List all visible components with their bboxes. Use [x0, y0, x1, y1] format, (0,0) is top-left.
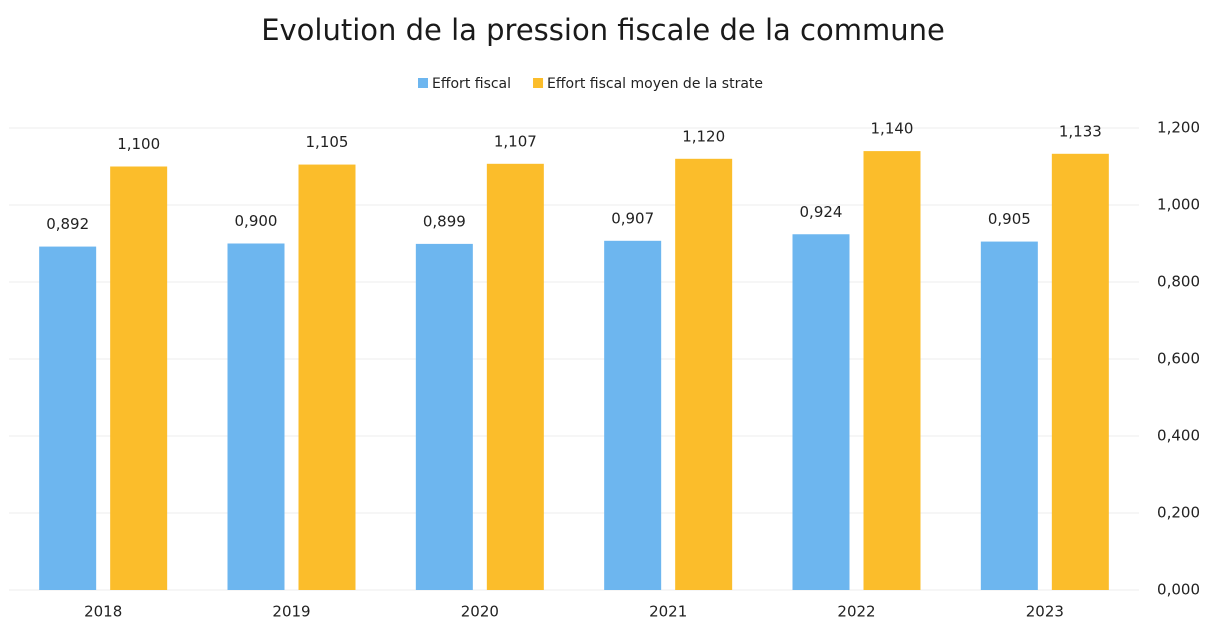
bar: [604, 240, 662, 590]
bar: [980, 241, 1038, 590]
legend-label: Effort fiscal: [432, 76, 511, 92]
bar: [415, 243, 473, 590]
chart-title: Evolution de la pression fiscale de la c…: [261, 13, 945, 47]
data-label: 1,133: [1059, 122, 1102, 140]
data-label: 1,100: [117, 135, 160, 153]
data-label: 0,899: [423, 212, 466, 230]
data-label: 1,107: [494, 132, 537, 150]
data-label: 0,907: [611, 209, 654, 227]
legend-swatch: [533, 78, 544, 88]
data-label: 1,105: [306, 133, 349, 151]
y-tick-label: 0,800: [1157, 273, 1200, 291]
bar: [675, 158, 733, 591]
x-tick-label: 2018: [84, 603, 122, 618]
data-label: 0,924: [800, 203, 843, 221]
data-label: 0,892: [46, 215, 89, 233]
bar: [227, 243, 285, 590]
bar: [486, 163, 544, 590]
x-tick-label: 2023: [1026, 603, 1064, 618]
data-label: 0,905: [988, 210, 1031, 228]
data-label: 0,900: [235, 212, 278, 230]
bar: [863, 151, 921, 590]
x-tick-label: 2021: [649, 603, 687, 618]
y-tick-label: 0,400: [1157, 427, 1200, 445]
x-tick-label: 2022: [837, 603, 875, 618]
x-tick-label: 2019: [272, 603, 310, 618]
bar: [1051, 153, 1109, 591]
legend-swatch: [418, 78, 428, 88]
data-label: 1,140: [871, 120, 914, 138]
y-tick-label: 0,200: [1157, 504, 1200, 522]
bar: [110, 166, 168, 590]
y-tick-label: 1,000: [1157, 196, 1200, 214]
bar: [298, 164, 356, 590]
bar: [39, 246, 97, 590]
y-tick-label: 1,200: [1157, 119, 1200, 137]
y-tick-label: 0,600: [1157, 350, 1200, 368]
x-tick-label: 2020: [461, 603, 499, 618]
data-label: 1,120: [682, 127, 725, 145]
y-tick-label: 0,000: [1157, 581, 1200, 599]
bar: [792, 234, 850, 590]
legend-label: Effort fiscal moyen de la strate: [547, 76, 763, 92]
